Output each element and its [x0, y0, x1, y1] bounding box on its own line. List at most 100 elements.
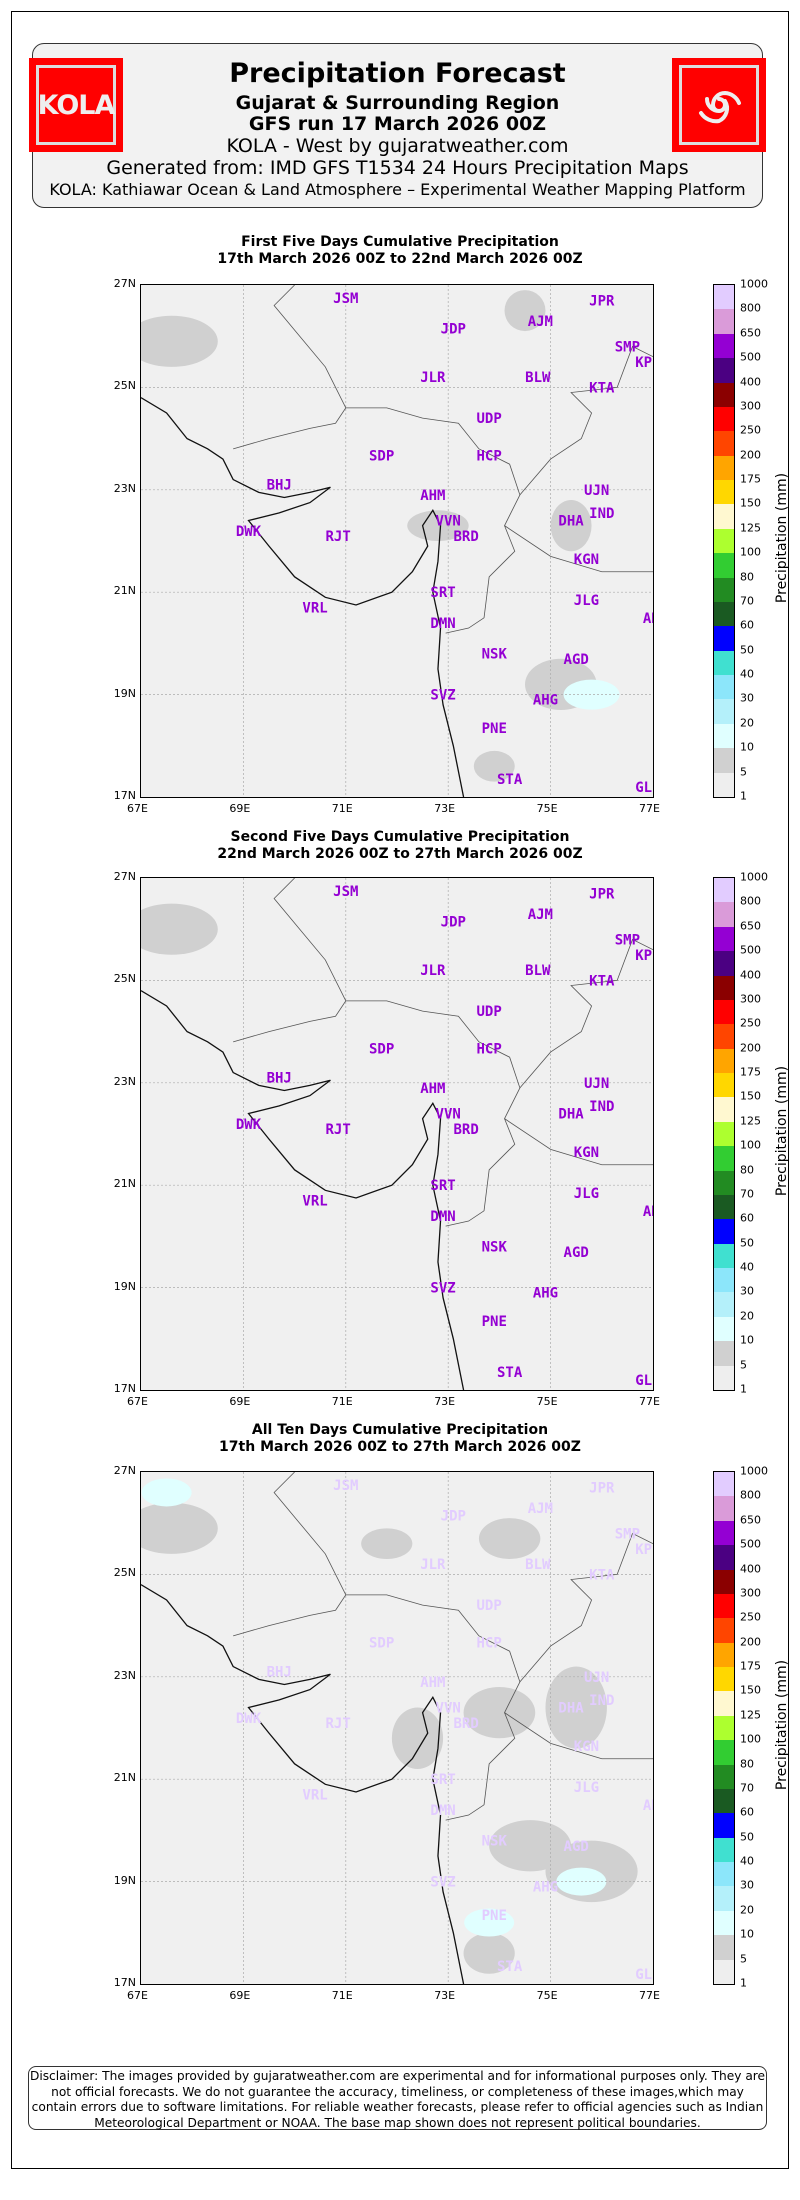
colorbar-tick-label: 1 [740, 1976, 747, 1990]
lon-tick-label: 71E [331, 1989, 353, 2002]
colorbar-segment [714, 1715, 734, 1741]
rain-patch [463, 1687, 536, 1739]
lon-tick-label: 75E [536, 802, 558, 815]
panel-title: All Ten Days Cumulative Precipitation 17t… [0, 1422, 800, 1456]
city-label: GLH [635, 1373, 653, 1389]
city-label: DMN [430, 1803, 455, 1819]
page-title: Precipitation Forecast [229, 58, 566, 89]
state-border [233, 878, 347, 1043]
city-label: NSK [482, 647, 508, 663]
colorbar-segment [714, 1097, 734, 1122]
colorbar-tick-label: 5 [740, 1952, 747, 1966]
city-label: JPR [589, 1480, 615, 1496]
colorbar-title: Precipitation (mm) [774, 1659, 790, 1791]
cyclone-logo [672, 58, 766, 152]
coastline [141, 990, 465, 1390]
colorbar-tick-label: 125 [740, 1114, 761, 1128]
colorbar-tick-label: 175 [740, 472, 761, 486]
city-label: DWK [236, 1117, 262, 1133]
state-border [233, 285, 347, 450]
city-label: VVN [436, 1701, 461, 1717]
colorbar [713, 877, 735, 1391]
coastline [141, 397, 465, 797]
lon-tick-label: 77E [639, 1395, 660, 1408]
map-canvas: JSM JDP AJM JPR SMPKPE JLR BLW KTA UDP SDP HCP BHJ A… [141, 285, 653, 797]
colorbar-tick-label: 60 [740, 1211, 754, 1225]
colorbar-segment [714, 553, 734, 578]
colorbar-tick-label: 100 [740, 1138, 761, 1152]
lon-tick-label: 73E [434, 1989, 456, 2002]
lon-tick-label: 67E [127, 1989, 148, 2002]
colorbar-tick-label: 60 [740, 618, 754, 632]
colorbar-tick-label: 50 [740, 643, 754, 657]
colorbar-segment [714, 1268, 734, 1293]
lat-tick-label: 27N [113, 870, 136, 883]
city-label: KTA [589, 380, 615, 396]
city-label: DHA [558, 1107, 584, 1123]
city-label: UDP [477, 411, 502, 427]
lat-tick-label: 27N [113, 1464, 136, 1477]
platform-line: KOLA: Kathiawar Ocean & Land Atmosphere … [49, 180, 746, 199]
city-label: HCP [477, 448, 502, 464]
colorbar-segment [714, 1219, 734, 1244]
colorbar-title: Precipitation (mm) [774, 472, 790, 604]
city-label: SMP [615, 1526, 640, 1542]
colorbar-tick-label: 30 [740, 691, 754, 705]
colorbar-segment [714, 926, 734, 952]
precipitation-map: JSM JDP AJM JPR SMPKPE JLR BLW KTA UDP SDP HCP BHJ A… [140, 1471, 654, 1985]
rain-patch [391, 1707, 444, 1769]
colorbar-segment [714, 1341, 734, 1366]
colorbar-tick-label: 80 [740, 1163, 754, 1177]
colorbar-tick-label: 1 [740, 789, 747, 803]
city-label: KPE [635, 948, 653, 964]
colorbar-tick-label: 500 [740, 943, 761, 957]
colorbar-tick-label: 500 [740, 1537, 761, 1551]
colorbar-tick-label: 200 [740, 1041, 761, 1055]
city-label: JLR [420, 370, 446, 386]
page-frame [11, 11, 789, 2169]
colorbar-segment [714, 1121, 734, 1147]
colorbar-segment [714, 577, 734, 602]
city-label: KGN [574, 1145, 599, 1161]
run-subtitle: GFS run 17 March 2026 00Z [248, 113, 547, 135]
colorbar-tick-label: 70 [740, 594, 754, 608]
lat-tick-label: 19N [113, 686, 136, 700]
city-label: BLW [525, 963, 551, 979]
lon-tick-label: 69E [229, 802, 251, 815]
colorbar-tick-label: 10 [740, 740, 754, 754]
city-label: AHM [420, 1081, 445, 1097]
lon-tick-label: 77E [639, 1989, 660, 2002]
city-label: AJM [528, 314, 553, 330]
city-label: JLR [420, 1557, 446, 1573]
colorbar-tick-label: 250 [740, 1610, 761, 1624]
rain-patch [407, 510, 469, 541]
city-label: DHA [558, 1701, 584, 1717]
city-label: JLG [574, 1780, 599, 1796]
city-label: KTA [589, 973, 615, 989]
panel-title-text: First Five Days Cumulative Precipitation [241, 234, 559, 250]
city-label: STA [497, 1959, 523, 1975]
colorbar-tick-label: 1000 [740, 277, 768, 291]
city-label: DMN [430, 1209, 455, 1225]
city-label: SRT [430, 1772, 455, 1788]
lat-tick-label: 23N [113, 481, 136, 495]
colorbar [713, 284, 735, 798]
colorbar-segment [714, 1886, 734, 1911]
colorbar-tick-label: 400 [740, 1562, 761, 1576]
precipitation-map: JSM JDP AJM JPR SMPKPE JLR BLW KTA UDP SDP HCP BHJ A… [140, 877, 654, 1391]
colorbar-segment [714, 504, 734, 529]
city-label: PNE [482, 721, 507, 737]
colorbar-tick-label: 100 [740, 1732, 761, 1746]
colorbar-segment [714, 626, 734, 651]
city-label: JSM [333, 1478, 358, 1494]
lon-tick-label: 69E [229, 1395, 251, 1408]
city-label: JDP [441, 322, 466, 338]
colorbar-segment [714, 951, 734, 976]
city-label: AKL [643, 1798, 653, 1814]
city-label: KGN [574, 552, 599, 568]
colorbar-tick-label: 125 [740, 521, 761, 535]
city-label: VVN [436, 514, 461, 530]
colorbar-tick-label: 20 [740, 1309, 754, 1323]
city-label: SDP [369, 1041, 394, 1057]
city-label: PNE [482, 1908, 507, 1924]
